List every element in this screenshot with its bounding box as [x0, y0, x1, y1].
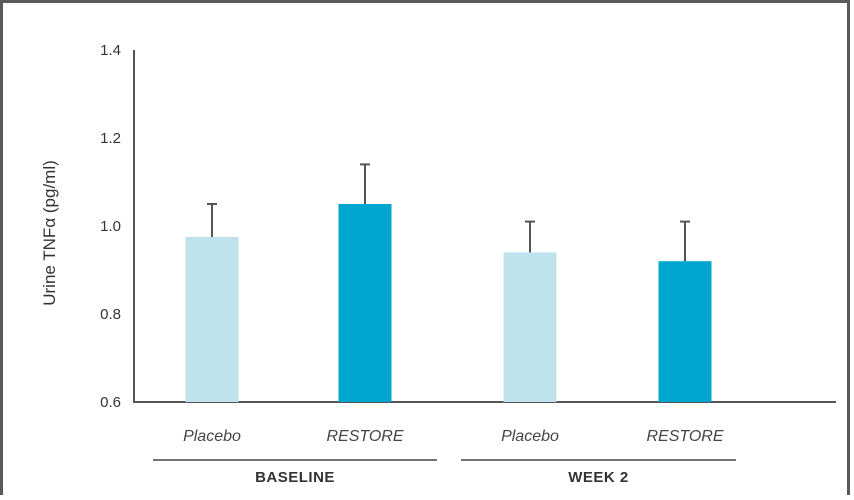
x-labels-layer: Placebo RESTORE BASELINE Placebo RESTORE WEEK…: [153, 428, 736, 486]
group-label: WEEK 2: [568, 469, 629, 486]
y-axis: 0.6 0.8 1.0 1.2 1.4: [100, 42, 836, 411]
bar-1-restore: [338, 204, 392, 402]
bars-layer: [185, 163, 712, 402]
x-category-label: RESTORE: [646, 428, 723, 445]
y-tick-label: 0.8: [100, 306, 121, 323]
x-category-label: Placebo: [183, 428, 241, 445]
y-tick-label: 1.4: [100, 42, 121, 59]
bar-2-restore: [658, 261, 712, 402]
group-label: BASELINE: [255, 469, 335, 486]
y-tick-label: 1.2: [100, 130, 121, 147]
y-axis-label: Urine TNFα (pg/ml): [40, 160, 59, 306]
y-tick-label: 0.6: [100, 394, 121, 411]
x-category-label: Placebo: [501, 428, 559, 445]
x-category-label: RESTORE: [326, 428, 403, 445]
bar-chart: Urine TNFα (pg/ml) 0.6 0.8 1.0 1.2 1.4 Place…: [40, 42, 836, 486]
bar-2-placebo: [503, 252, 557, 402]
bar-1-placebo: [185, 237, 239, 402]
y-tick-label: 1.0: [100, 218, 121, 235]
